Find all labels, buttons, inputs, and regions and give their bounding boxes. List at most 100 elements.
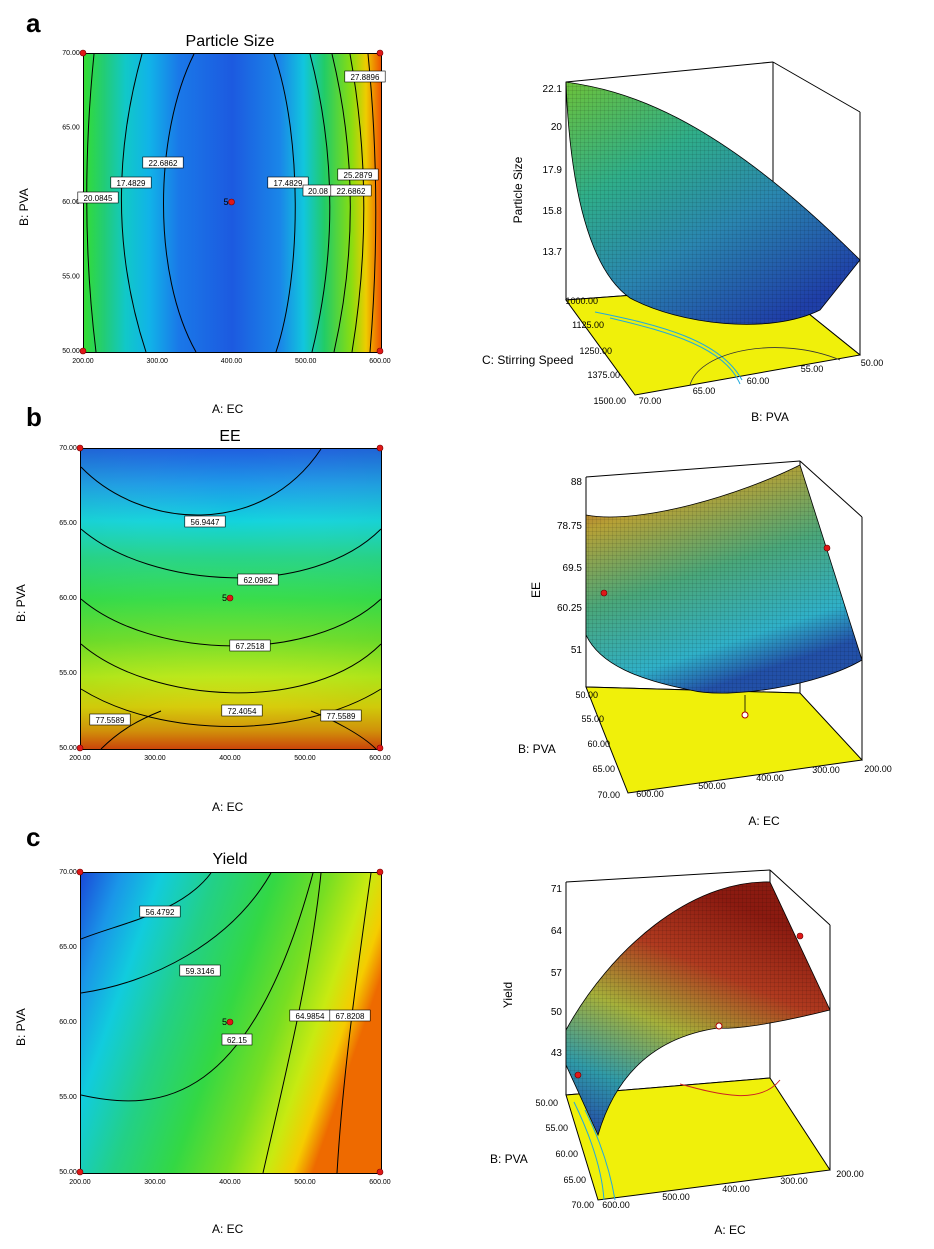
contour-line [309,53,331,353]
contour-label: 77.5589 [320,709,362,722]
design-point [376,1168,384,1176]
x-tick-label: 300.00 [144,755,166,762]
contour-line [163,53,197,353]
design-point [76,444,84,452]
contour-label: 17.4829 [110,176,152,189]
design-point [574,1071,582,1079]
y-tick-label: 60.00 [59,1019,77,1026]
center-point-label: 5 [222,593,227,603]
z-tick: 17.9 [543,165,563,176]
axis1-title: B: PVA [490,1152,528,1166]
contour-label: 17.4829 [267,176,309,189]
center-point [226,1018,234,1026]
svg-text:59.3146: 59.3146 [186,967,215,976]
design-point [715,1022,723,1030]
contour-line [80,872,314,1102]
surface-plot-yield: 71 64 57 50 43 Yield 50.00 55.00 60.00 6… [490,869,864,1237]
x-tick-label: 600.00 [369,358,391,365]
contour-line [336,872,372,1174]
design-point [796,932,804,940]
z-axis-title: Yield [501,982,515,1008]
contour-line [80,528,382,579]
z-tick-labels: 88 78.75 69.5 60.25 51 [557,477,582,656]
y-tick-label: 55.00 [62,274,80,281]
z-tick: 71 [551,884,563,895]
z-axis-title: Particle Size [511,156,525,223]
svg-text:22.6862: 22.6862 [337,187,366,196]
svg-text:62.15: 62.15 [227,1036,248,1045]
z-tick: 88 [571,477,583,488]
contour-label: 67.2518 [229,639,271,652]
axis1-tick: 1500.00 [593,396,626,406]
axis2-tick: 70.00 [639,396,662,406]
contour-line [80,688,382,727]
z-tick: 69.5 [563,563,583,574]
x-axis-title-c: A: EC [212,1222,244,1236]
x-tick-label: 200.00 [72,358,94,365]
contour-label: 20.0845 [77,191,119,204]
design-point [376,868,384,876]
axis2-tick: 50.00 [861,358,884,368]
z-tick-labels: 22.1 20 17.9 15.8 13.7 [543,84,563,258]
axis1-tick: 1250.00 [579,346,612,356]
center-point-label: 5 [224,197,229,207]
z-tick: 64 [551,926,563,937]
axis1-tick: 50.00 [535,1098,558,1108]
axis2-tick-labels: 70.00 65.00 60.00 55.00 50.00 [639,358,884,406]
contour-line [80,643,382,694]
contour-label: 67.8208 [329,1009,371,1022]
x-tick-label: 200.00 [69,755,91,762]
axis2-tick: 200.00 [836,1169,864,1179]
contour-label: 25.2879 [337,168,379,181]
design-point [79,49,87,57]
contour-label: 62.0982 [237,573,279,586]
svg-text:56.9447: 56.9447 [191,518,220,527]
center-point [226,594,234,602]
axis2-tick: 55.00 [801,364,824,374]
design-point [76,1168,84,1176]
svg-text:67.2518: 67.2518 [236,642,265,651]
y-tick-label: 65.00 [59,520,77,527]
contour-label: 59.3146 [179,964,221,977]
x-tick-label: 500.00 [294,755,316,762]
axis1-tick: 1125.00 [572,320,604,330]
z-tick: 50 [551,1007,563,1018]
contour-label: 72.4054 [221,704,263,717]
x-tick-label: 200.00 [69,1179,91,1186]
svg-text:72.4054: 72.4054 [228,707,257,716]
axis1-tick: 60.00 [555,1149,578,1159]
contour-label: 20.08 [302,184,334,197]
axis1-tick: 60.00 [587,739,610,749]
axis1-tick-labels: 50.00 55.00 60.00 65.00 70.00 [575,690,620,800]
contour-line [80,872,272,994]
y-tick-label: 70.00 [59,869,77,876]
x-tick-label: 600.00 [369,1179,391,1186]
contour-label: 22.6862 [142,156,184,169]
svg-text:22.6862: 22.6862 [149,159,178,168]
y-tick-label: 65.00 [62,125,80,132]
y-axis-title-c: B: PVA [14,1008,28,1046]
y-tick-label: 55.00 [59,1094,77,1101]
svg-text:27.8896: 27.8896 [351,73,380,82]
z-tick: 57 [551,968,563,979]
z-tick: 20 [551,122,563,133]
contour-title-b: EE [219,428,241,445]
axis2-tick: 600.00 [636,789,664,799]
contour-label: 77.5589 [89,713,131,726]
center-point [228,198,235,206]
y-tick-label: 60.00 [59,595,77,602]
contour-line [349,53,365,353]
svg-text:62.0982: 62.0982 [244,576,273,585]
axis1-tick: 1000.00 [565,296,598,306]
x-tick-label: 600.00 [369,755,391,762]
contour-label: 56.9447 [184,515,226,528]
axis1-title: B: PVA [518,742,556,756]
z-tick: 13.7 [543,247,563,258]
contour-line [367,53,377,353]
z-tick: 60.25 [557,603,582,614]
svg-text:25.2879: 25.2879 [344,171,373,180]
svg-text:67.8208: 67.8208 [336,1012,365,1021]
axis1-tick: 1375.00 [587,370,620,380]
axis1-tick: 55.00 [545,1123,568,1133]
y-tick-label: 65.00 [59,944,77,951]
